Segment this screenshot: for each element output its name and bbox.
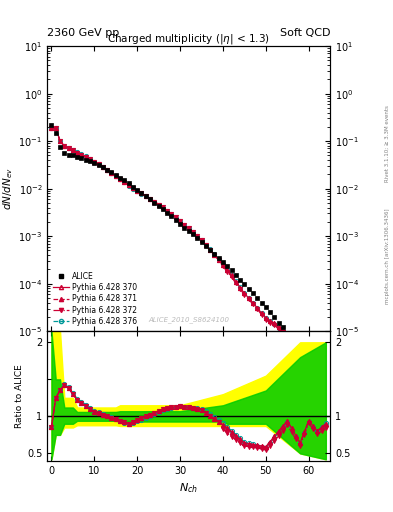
Pythia 6.428 376 bbox=[49, 125, 54, 131]
ALICE bbox=[285, 330, 290, 336]
Pythia 6.428 371 bbox=[49, 125, 54, 131]
Pythia 6.428 376 bbox=[118, 176, 122, 182]
Pythia 6.428 372 bbox=[49, 125, 54, 131]
Pythia 6.428 370 bbox=[118, 176, 122, 182]
Pythia 6.428 371 bbox=[323, 380, 328, 386]
Pythia 6.428 370 bbox=[289, 338, 294, 345]
Y-axis label: Ratio to ALICE: Ratio to ALICE bbox=[15, 364, 24, 428]
Pythia 6.428 376 bbox=[135, 188, 140, 194]
Pythia 6.428 376 bbox=[53, 125, 58, 131]
ALICE bbox=[49, 122, 54, 128]
Pythia 6.428 376 bbox=[323, 380, 328, 386]
Pythia 6.428 372 bbox=[135, 188, 140, 194]
ALICE bbox=[315, 367, 320, 373]
Pythia 6.428 371 bbox=[135, 188, 140, 194]
Text: 2360 GeV pp: 2360 GeV pp bbox=[47, 28, 119, 38]
Pythia 6.428 370 bbox=[135, 188, 140, 194]
Text: ALICE_2010_S8624100: ALICE_2010_S8624100 bbox=[148, 316, 229, 323]
Pythia 6.428 372 bbox=[169, 211, 174, 217]
Pythia 6.428 370 bbox=[315, 372, 320, 378]
Line: Pythia 6.428 371: Pythia 6.428 371 bbox=[50, 126, 328, 385]
Line: Pythia 6.428 376: Pythia 6.428 376 bbox=[50, 126, 328, 385]
Pythia 6.428 370 bbox=[49, 125, 54, 131]
Pythia 6.428 372 bbox=[118, 176, 122, 182]
Pythia 6.428 372 bbox=[315, 373, 320, 379]
Text: Soft QCD: Soft QCD bbox=[280, 28, 330, 38]
Pythia 6.428 370 bbox=[323, 380, 328, 386]
ALICE bbox=[191, 231, 195, 237]
X-axis label: $N_{ch}$: $N_{ch}$ bbox=[179, 481, 198, 495]
Pythia 6.428 371 bbox=[169, 211, 174, 217]
Pythia 6.428 372 bbox=[289, 339, 294, 346]
Pythia 6.428 376 bbox=[289, 339, 294, 345]
Pythia 6.428 371 bbox=[195, 233, 200, 240]
Pythia 6.428 376 bbox=[169, 211, 174, 218]
Pythia 6.428 370 bbox=[195, 233, 200, 240]
Pythia 6.428 370 bbox=[169, 211, 174, 217]
Line: Pythia 6.428 370: Pythia 6.428 370 bbox=[50, 126, 328, 385]
Title: Charged multiplicity ($|\eta|$ < 1.3): Charged multiplicity ($|\eta|$ < 1.3) bbox=[107, 32, 270, 46]
Y-axis label: $dN/dN_{ev}$: $dN/dN_{ev}$ bbox=[2, 167, 15, 210]
Pythia 6.428 376 bbox=[315, 372, 320, 378]
Pythia 6.428 371 bbox=[53, 125, 58, 131]
ALICE bbox=[114, 173, 118, 179]
Pythia 6.428 376 bbox=[195, 233, 200, 239]
Legend: ALICE, Pythia 6.428 370, Pythia 6.428 371, Pythia 6.428 372, Pythia 6.428 376: ALICE, Pythia 6.428 370, Pythia 6.428 37… bbox=[51, 270, 139, 327]
Pythia 6.428 371 bbox=[315, 372, 320, 378]
Pythia 6.428 372 bbox=[323, 381, 328, 388]
ALICE bbox=[165, 210, 169, 216]
Line: ALICE: ALICE bbox=[49, 122, 328, 383]
Pythia 6.428 371 bbox=[289, 338, 294, 345]
ALICE bbox=[130, 184, 135, 190]
Text: mcplots.cern.ch [arXiv:1306.3436]: mcplots.cern.ch [arXiv:1306.3436] bbox=[385, 208, 390, 304]
Line: Pythia 6.428 372: Pythia 6.428 372 bbox=[50, 126, 328, 387]
ALICE bbox=[323, 378, 328, 384]
Pythia 6.428 372 bbox=[53, 125, 58, 131]
Pythia 6.428 371 bbox=[118, 176, 122, 182]
Text: Rivet 3.1.10; ≥ 3.3M events: Rivet 3.1.10; ≥ 3.3M events bbox=[385, 105, 390, 182]
Pythia 6.428 370 bbox=[53, 125, 58, 131]
Pythia 6.428 372 bbox=[195, 233, 200, 240]
